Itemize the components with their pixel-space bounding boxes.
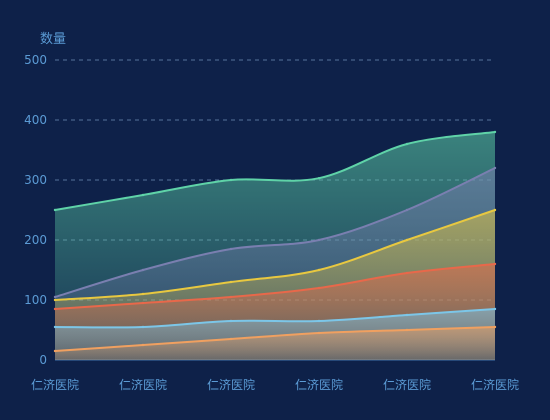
data-point: [405, 238, 409, 242]
data-point: [493, 307, 497, 311]
data-point: [493, 208, 497, 212]
data-point: [493, 325, 497, 329]
data-point: [405, 208, 409, 212]
y-tick-label: 400: [24, 113, 47, 127]
data-point: [53, 325, 57, 329]
data-point: [229, 178, 233, 182]
x-tick-label: 仁济医院: [383, 377, 431, 392]
data-point: [141, 325, 145, 329]
data-point: [53, 295, 57, 299]
data-point: [493, 166, 497, 170]
data-point: [405, 328, 409, 332]
data-point: [405, 313, 409, 317]
y-tick-label: 500: [24, 53, 47, 67]
series-line: [54, 263, 496, 310]
axis-labels: 数量 0 100 200 300 400 500 仁济医院 仁济医院 仁济医院 仁济医院 仁济医院 仁…: [24, 32, 519, 392]
x-tick-label: 仁济医院: [119, 377, 167, 392]
data-point: [141, 193, 145, 197]
data-point: [229, 319, 233, 323]
x-tick-label: 仁济医院: [207, 377, 255, 392]
data-point: [53, 208, 57, 212]
data-point: [229, 337, 233, 341]
x-tick-label: 仁济医院: [471, 377, 519, 392]
data-point: [317, 319, 321, 323]
data-point: [405, 271, 409, 275]
series-line: [54, 167, 496, 298]
data-point: [317, 177, 321, 180]
data-point: [141, 301, 145, 305]
data-point: [229, 295, 233, 299]
data-point: [317, 286, 321, 290]
series-line: [54, 326, 496, 352]
data-point: [229, 247, 233, 251]
data-point: [141, 268, 145, 272]
y-axis-title: 数量: [40, 32, 66, 47]
data-point: [53, 307, 57, 311]
data-point: [141, 343, 145, 347]
x-tick-label: 仁济医院: [31, 377, 79, 392]
x-tick-label: 仁济医院: [295, 377, 343, 392]
y-tick-label: 200: [24, 233, 47, 247]
data-point: [317, 331, 321, 335]
y-tick-label: 0: [39, 353, 47, 367]
data-point: [405, 142, 409, 146]
y-tick-label: 300: [24, 173, 47, 187]
series-area: [55, 327, 495, 360]
data-point: [53, 349, 57, 353]
series-line: [54, 209, 496, 301]
data-point: [317, 268, 321, 272]
series-lines: [53, 130, 497, 353]
data-point: [141, 292, 145, 296]
data-point: [493, 130, 497, 134]
data-point: [229, 280, 233, 284]
data-point: [493, 262, 497, 266]
data-point: [53, 298, 57, 302]
data-point: [317, 238, 321, 242]
y-tick-label: 100: [24, 293, 47, 307]
series-line: [54, 308, 496, 329]
series-line: [54, 131, 496, 211]
